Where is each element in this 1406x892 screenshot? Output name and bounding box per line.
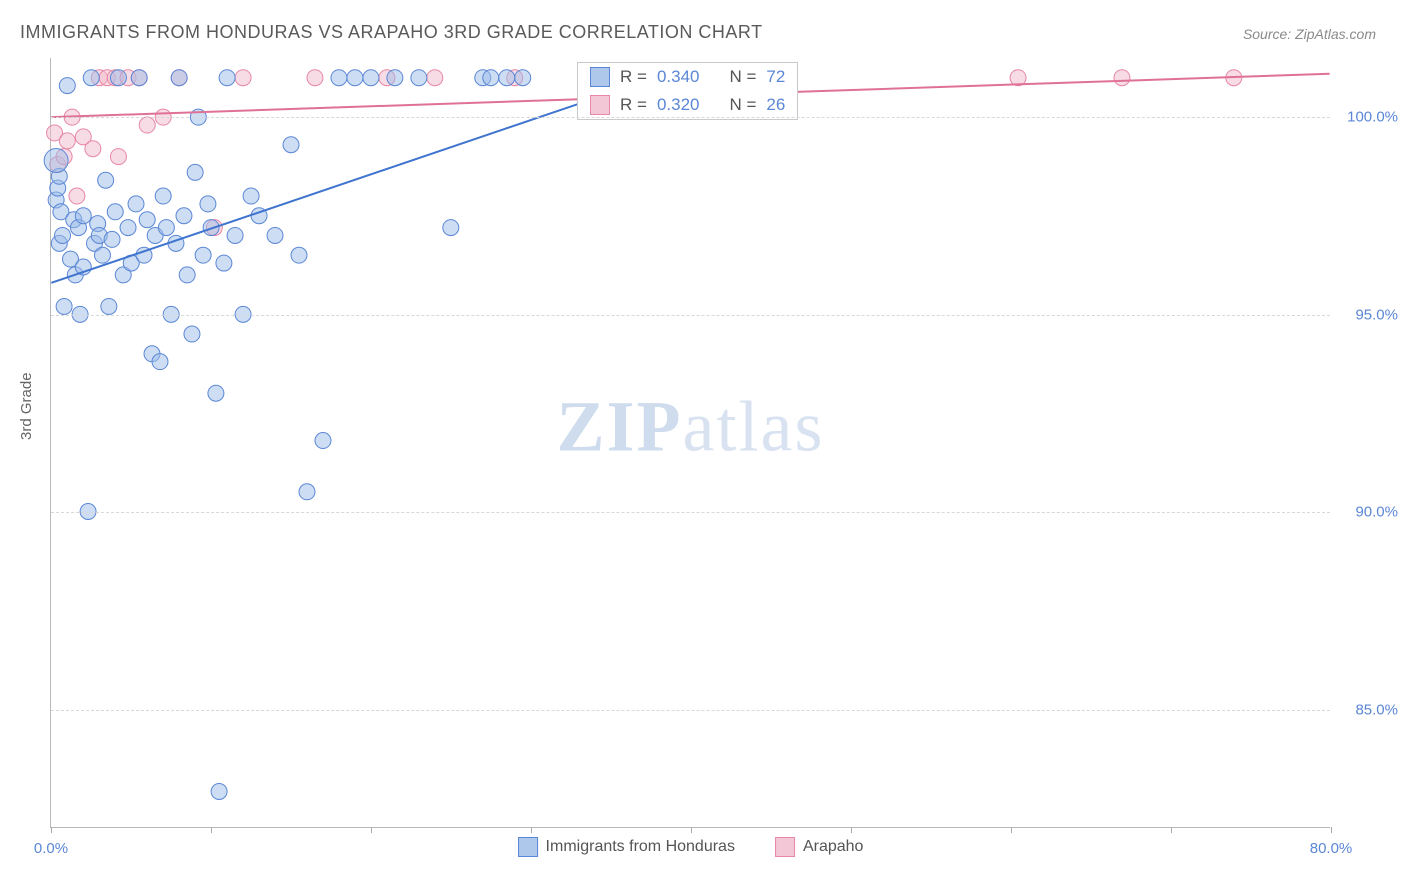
data-point	[94, 247, 110, 263]
data-point	[69, 188, 85, 204]
n-label: N =	[729, 67, 756, 87]
gridline	[51, 315, 1330, 316]
data-point	[101, 298, 117, 314]
legend-item: Arapaho	[775, 837, 864, 857]
legend-swatch	[590, 95, 610, 115]
chart-svg	[51, 58, 1330, 827]
data-point	[171, 70, 187, 86]
data-point	[131, 70, 147, 86]
y-tick-label: 100.0%	[1347, 109, 1398, 126]
x-tick	[851, 827, 852, 833]
data-point	[347, 70, 363, 86]
data-point	[155, 188, 171, 204]
legend-swatch	[518, 837, 538, 857]
legend-swatch	[590, 67, 610, 87]
data-point	[483, 70, 499, 86]
data-point	[107, 204, 123, 220]
data-point	[184, 326, 200, 342]
legend-label: Arapaho	[803, 838, 864, 856]
data-point	[176, 208, 192, 224]
legend-item: Immigrants from Honduras	[518, 837, 735, 857]
data-point	[443, 220, 459, 236]
data-point	[299, 484, 315, 500]
legend-label: Immigrants from Honduras	[546, 838, 735, 856]
data-point	[110, 70, 126, 86]
r-label: R =	[620, 67, 647, 87]
data-point	[211, 784, 227, 800]
data-point	[227, 227, 243, 243]
data-point	[499, 70, 515, 86]
y-tick-label: 95.0%	[1355, 306, 1398, 323]
gridline	[51, 512, 1330, 513]
legend-swatch	[775, 837, 795, 857]
data-point	[208, 385, 224, 401]
data-point	[411, 70, 427, 86]
data-point	[235, 70, 251, 86]
data-point	[216, 255, 232, 271]
data-point	[59, 133, 75, 149]
data-point	[200, 196, 216, 212]
gridline	[51, 710, 1330, 711]
data-point	[187, 164, 203, 180]
legend-stats-row: R = 0.320 N = 26	[578, 91, 797, 119]
data-point	[331, 70, 347, 86]
legend-stats-row: R = 0.340 N = 72	[578, 63, 797, 91]
data-point	[243, 188, 259, 204]
r-label: R =	[620, 95, 647, 115]
data-point	[283, 137, 299, 153]
y-tick-label: 85.0%	[1355, 701, 1398, 718]
data-point	[427, 70, 443, 86]
data-point	[110, 149, 126, 165]
r-value: 0.320	[657, 95, 700, 115]
data-point	[83, 70, 99, 86]
data-point	[75, 208, 91, 224]
data-point	[44, 149, 68, 173]
data-point	[139, 117, 155, 133]
data-point	[128, 196, 144, 212]
chart-title: IMMIGRANTS FROM HONDURAS VS ARAPAHO 3RD …	[20, 22, 763, 43]
data-point	[59, 78, 75, 94]
x-tick	[371, 827, 372, 833]
data-point	[291, 247, 307, 263]
plot-area: ZIPatlas R =0.340N =72R =0.320N =26 Immi…	[50, 58, 1330, 828]
data-point	[55, 227, 71, 243]
data-point	[179, 267, 195, 283]
legend-stats-box: R = 0.340 N = 72 R = 0.320 N = 26	[577, 62, 798, 120]
gridline	[51, 117, 1330, 118]
x-tick	[51, 827, 52, 833]
data-point	[315, 433, 331, 449]
data-point	[515, 70, 531, 86]
data-point	[98, 172, 114, 188]
y-tick-label: 90.0%	[1355, 504, 1398, 521]
n-value: 26	[766, 95, 785, 115]
data-point	[267, 227, 283, 243]
data-point	[104, 231, 120, 247]
source-attribution: Source: ZipAtlas.com	[1243, 26, 1376, 42]
y-axis-label: 3rd Grade	[18, 372, 35, 440]
data-point	[120, 220, 136, 236]
data-point	[1114, 70, 1130, 86]
x-tick	[1331, 827, 1332, 833]
data-point	[152, 354, 168, 370]
data-point	[363, 70, 379, 86]
data-point	[85, 141, 101, 157]
data-point	[158, 220, 174, 236]
bottom-legend: Immigrants from Honduras Arapaho	[518, 837, 864, 857]
x-tick	[1171, 827, 1172, 833]
x-tick	[211, 827, 212, 833]
x-tick	[1011, 827, 1012, 833]
data-point	[139, 212, 155, 228]
r-value: 0.340	[657, 67, 700, 87]
x-tick	[531, 827, 532, 833]
data-point	[56, 298, 72, 314]
x-tick-label: 80.0%	[1310, 840, 1353, 857]
data-point	[195, 247, 211, 263]
n-label: N =	[729, 95, 756, 115]
data-point	[387, 70, 403, 86]
data-point	[219, 70, 235, 86]
x-tick	[691, 827, 692, 833]
x-tick-label: 0.0%	[34, 840, 68, 857]
data-point	[307, 70, 323, 86]
n-value: 72	[766, 67, 785, 87]
